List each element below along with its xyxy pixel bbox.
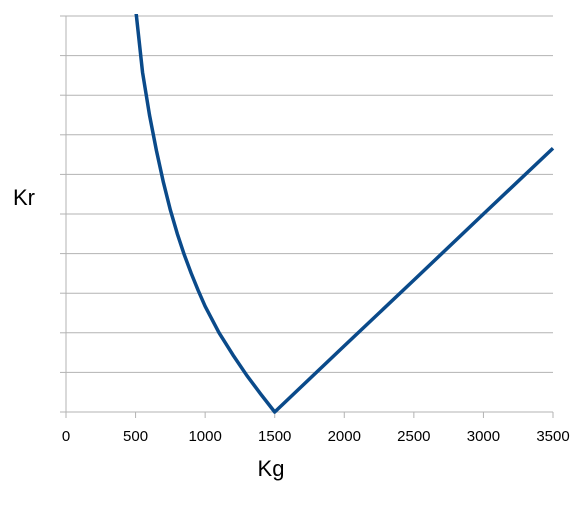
x-tick-label: 2500 xyxy=(397,428,430,445)
x-tick-label: 3000 xyxy=(467,428,500,445)
x-tick-label: 2000 xyxy=(328,428,361,445)
axes xyxy=(60,15,554,418)
series-line xyxy=(134,14,555,414)
x-tick-labels: 0 500 1000 1500 2000 2500 3000 3500 xyxy=(62,428,570,445)
series-layer xyxy=(134,14,555,414)
grid-lines xyxy=(66,15,553,413)
x-tick-label: 1000 xyxy=(188,428,221,445)
x-tick-label: 3500 xyxy=(536,428,569,445)
x-tick-label: 500 xyxy=(123,428,148,445)
x-axis-title: Kg xyxy=(258,456,285,481)
x-tick-label: 1500 xyxy=(258,428,291,445)
y-axis-title: Kr xyxy=(13,185,35,210)
x-tick-label: 0 xyxy=(62,428,70,445)
